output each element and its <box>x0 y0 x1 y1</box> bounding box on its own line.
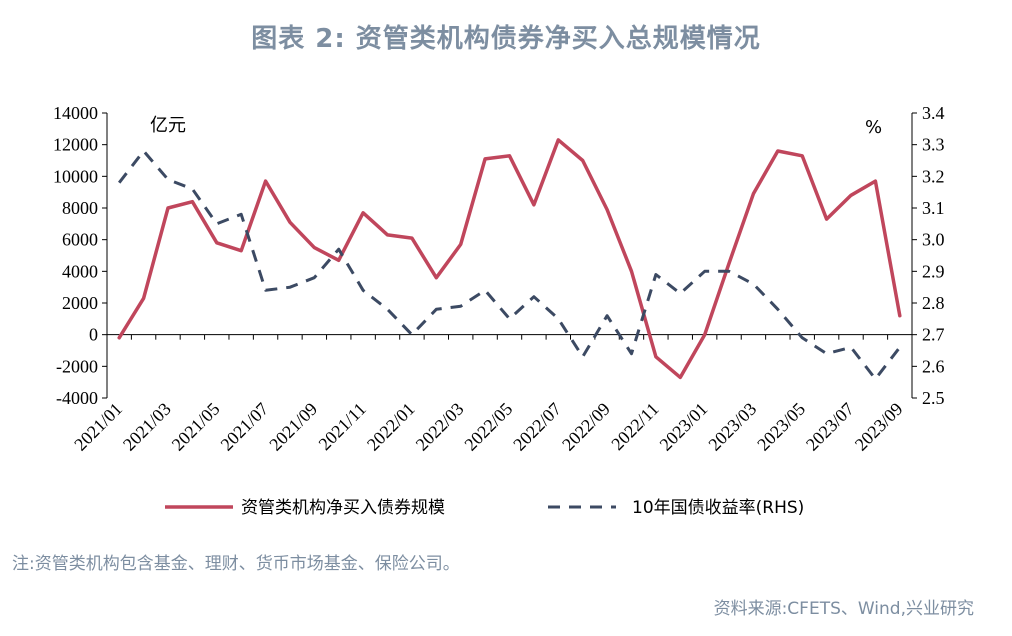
source-note: 资料来源:CFETS、Wind,兴业研究 <box>713 599 974 619</box>
left-tick-label: 2000 <box>62 293 98 313</box>
legend: 资管类机构净买入债券规模 10年国债收益率(RHS) <box>165 498 804 518</box>
left-tick-label: -4000 <box>56 388 98 408</box>
right-tick-label: 3.2 <box>922 166 945 186</box>
legend-label-bond-yield: 10年国债收益率(RHS) <box>632 498 804 518</box>
series-line-bond-yield <box>118 149 901 381</box>
right-tick-label: 2.9 <box>922 261 945 281</box>
x-tick-label: 2022/03 <box>412 399 468 455</box>
axes <box>102 112 917 399</box>
x-tick-label: 2021/03 <box>119 399 175 455</box>
left-axis-unit: 亿元 <box>150 115 186 136</box>
left-tick-label: 4000 <box>62 261 98 281</box>
x-tick-label: 2021/09 <box>265 399 321 455</box>
x-tick-label: 2021/05 <box>168 399 224 455</box>
right-tick-label: 3.0 <box>922 230 945 250</box>
left-tick-label: 0 <box>89 325 98 345</box>
x-tick-label: 2021/07 <box>217 399 273 455</box>
left-tick-label: -2000 <box>56 356 98 376</box>
right-tick-label: 3.3 <box>922 135 945 155</box>
x-tick-label: 2023/07 <box>802 399 858 455</box>
left-tick-labels: -4000 -2000 0 2000 4000 6000 8000 10000 12000 140… <box>53 103 98 408</box>
left-tick-label: 14000 <box>53 103 98 123</box>
x-tick-label: 2022/07 <box>509 399 565 455</box>
left-tick-label: 8000 <box>62 198 98 218</box>
x-tick-labels: 2021/012021/032021/052021/072021/092021/… <box>70 399 906 455</box>
right-tick-label: 2.7 <box>922 325 945 345</box>
right-tick-label: 2.8 <box>922 293 945 313</box>
x-tick-label: 2023/03 <box>704 399 760 455</box>
right-tick-label: 3.4 <box>922 103 945 123</box>
chart-title: 图表 2: 资管类机构债券净买入总规模情况 <box>251 24 761 54</box>
right-axis-unit: % <box>865 117 882 138</box>
footnote: 注:资管类机构包含基金、理财、货币市场基金、保险公司。 <box>12 554 460 574</box>
right-tick-labels: 2.5 2.6 2.7 2.8 2.9 3.0 3.1 3.2 3.3 3.4 <box>922 103 945 408</box>
right-tick-label: 2.6 <box>922 356 945 376</box>
x-tick-label: 2021/11 <box>315 399 370 454</box>
left-tick-label: 10000 <box>53 166 98 186</box>
x-tick-label: 2023/09 <box>851 399 907 455</box>
right-tick-label: 3.1 <box>922 198 945 218</box>
right-tick-label: 2.5 <box>922 388 945 408</box>
x-tick-label: 2023/05 <box>753 399 809 455</box>
legend-label-net-purchase: 资管类机构净买入债券规模 <box>241 498 445 518</box>
x-tick-label: 2022/01 <box>363 399 419 455</box>
left-tick-label: 6000 <box>62 230 98 250</box>
left-tick-label: 12000 <box>53 135 98 155</box>
x-tick-label: 2023/01 <box>656 399 712 455</box>
x-tick-label: 2022/05 <box>460 399 516 455</box>
x-tick-label: 2022/09 <box>558 399 614 455</box>
series-lines <box>117 138 902 381</box>
series-line-net-purchase <box>117 138 902 380</box>
x-tick-label: 2022/11 <box>607 399 662 454</box>
